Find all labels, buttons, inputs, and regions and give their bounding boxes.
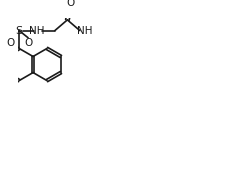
Text: NH: NH bbox=[29, 26, 45, 36]
Text: O: O bbox=[24, 38, 32, 48]
Text: NH: NH bbox=[77, 26, 92, 36]
Text: O: O bbox=[6, 38, 14, 48]
Text: S: S bbox=[16, 26, 23, 36]
Text: O: O bbox=[66, 0, 74, 8]
